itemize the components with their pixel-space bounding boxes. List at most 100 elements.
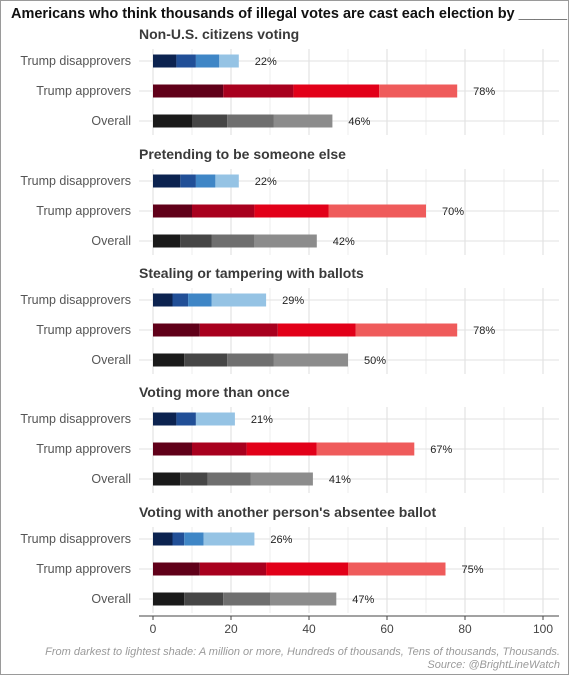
data-label: 78% [473,86,495,98]
bar-segment [219,54,239,68]
bar-segment [153,293,173,307]
bar-segment [176,54,196,68]
x-tick-label: 80 [458,622,472,636]
bar-segment [348,562,446,576]
bar-segment [379,84,458,98]
bar-segment [266,562,348,576]
bar-segment [153,592,185,606]
caption-line-2: Source: @BrightLineWatch [427,659,560,671]
bar-segment [254,234,317,248]
bar-segment [180,472,208,486]
data-label: 29% [282,295,304,307]
bar-segment [211,234,255,248]
bar-segment [273,114,333,128]
chart-title: Americans who think thousands of illegal… [11,6,568,22]
category-label: Trump approvers [36,84,131,98]
bar-segment [180,174,196,188]
category-label: Trump disapprovers [20,54,131,68]
category-label: Overall [91,592,131,606]
bar-segment [192,204,255,218]
bar-segment [293,84,380,98]
x-tick-label: 100 [533,622,553,636]
bar-segment [192,442,247,456]
bar-segment [211,293,267,307]
bar-segment [355,323,458,337]
data-label: 78% [473,325,495,337]
data-label: 22% [255,56,277,68]
bar-segment [184,353,228,367]
bar-segment [153,54,177,68]
bar-segment [153,532,173,546]
panel-title: Pretending to be someone else [139,146,346,162]
category-label: Trump disapprovers [20,412,131,426]
bar-segment [153,84,224,98]
data-label: 21% [251,414,273,426]
bar-segment [153,442,192,456]
data-label: 75% [461,564,483,576]
category-label: Trump approvers [36,323,131,337]
category-label: Trump disapprovers [20,174,131,188]
bar-segment [223,84,294,98]
bar-segment [188,293,212,307]
bar-segment [184,532,204,546]
category-label: Trump approvers [36,442,131,456]
bar-segment [273,353,348,367]
bar-segment [195,54,220,68]
bar-segment [254,204,329,218]
bar-segment [153,174,181,188]
panel-title: Voting more than once [139,384,290,400]
bar-segment [176,412,196,426]
category-label: Trump disapprovers [20,532,131,546]
bar-segment [246,442,317,456]
category-label: Overall [91,234,131,248]
caption-line-1: From darkest to lightest shade: A millio… [45,646,560,658]
data-label: 42% [333,236,355,248]
panel-title: Non-U.S. citizens voting [139,26,299,42]
bar-segment [153,114,192,128]
bar-segment [153,323,200,337]
data-label: 47% [352,594,374,606]
x-tick-label: 0 [150,622,157,636]
bar-segment [316,442,415,456]
category-label: Trump approvers [36,204,131,218]
bar-segment [203,532,255,546]
bar-segment [215,174,239,188]
data-label: 70% [442,206,464,218]
category-label: Trump approvers [36,562,131,576]
bar-segment [195,412,235,426]
bar-layer [153,54,458,606]
x-tick-label: 20 [224,622,238,636]
text-layer: Americans who think thousands of illegal… [11,6,568,671]
bar-segment [199,562,267,576]
panel-title: Stealing or tampering with ballots [139,265,364,281]
bar-segment [180,234,212,248]
bar-segment [227,353,274,367]
bar-segment [277,323,356,337]
bar-segment [227,114,274,128]
bar-segment [195,174,216,188]
bar-segment [153,562,200,576]
bar-segment [172,532,185,546]
category-label: Trump disapprovers [20,293,131,307]
bar-segment [207,472,251,486]
bar-segment [192,114,228,128]
data-label: 67% [430,444,452,456]
category-label: Overall [91,472,131,486]
bar-segment [153,472,181,486]
data-label: 22% [255,176,277,188]
category-label: Overall [91,114,131,128]
data-label: 41% [329,474,351,486]
category-label: Overall [91,353,131,367]
bar-segment [172,293,189,307]
x-tick-label: 40 [302,622,316,636]
bar-segment [328,204,426,218]
bar-segment [184,592,224,606]
bar-segment [153,204,192,218]
bar-segment [199,323,278,337]
data-label: 50% [364,355,386,367]
bar-segment [223,592,270,606]
bar-segment [153,412,177,426]
bar-segment [270,592,337,606]
